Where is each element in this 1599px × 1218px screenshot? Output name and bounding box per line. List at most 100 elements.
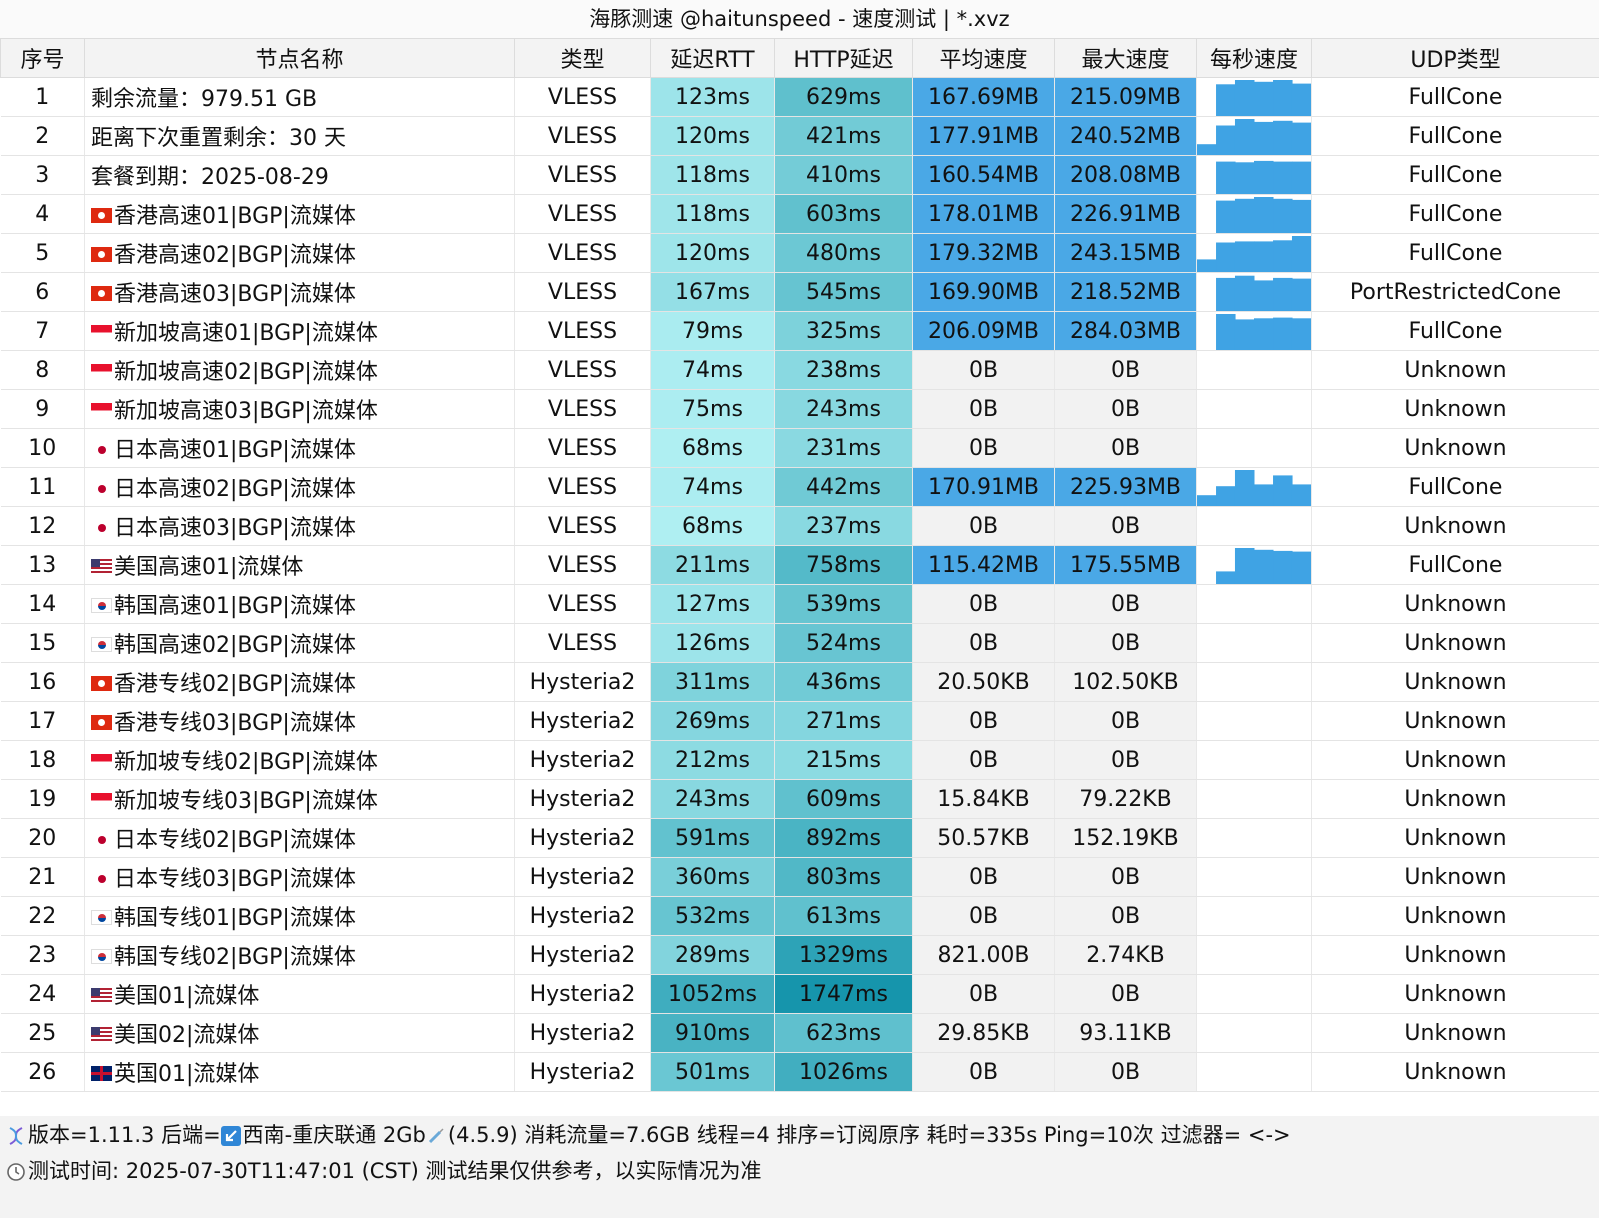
cell-spark (1196, 389, 1312, 429)
table-row[interactable]: 13 美国高速01|流媒体 VLESS 211ms 758ms 115.42MB 175.5… (0, 545, 1599, 585)
table-row[interactable]: 16 香港专线02|BGP|流媒体 Hysteria2 311ms 436ms 20.50… (0, 662, 1599, 702)
cell-rtt: 910ms (650, 1013, 775, 1053)
cell-udp: FullCone (1311, 194, 1599, 234)
spark-bar (1254, 280, 1274, 311)
spark-bar (1254, 121, 1274, 155)
table-row[interactable]: 7 新加坡高速01|BGP|流媒体 VLESS 79ms 325ms 206.09MB 28… (0, 311, 1599, 351)
cell-node-name: 美国01|流媒体 (84, 974, 515, 1014)
cell-http: 524ms (774, 623, 913, 663)
table-row[interactable]: 6 香港高速03|BGP|流媒体 VLESS 167ms 545ms 169.90MB 21… (0, 272, 1599, 312)
table-row[interactable]: 25 美国02|流媒体 Hysteria2 910ms 623ms 29.85KB 93.1… (0, 1013, 1599, 1053)
speed-sparkline (1216, 80, 1311, 116)
cell-node-name: 香港专线02|BGP|流媒体 (84, 662, 515, 702)
table-row[interactable]: 10 日本高速01|BGP|流媒体 VLESS 68ms 231ms 0B 0B Unknow… (0, 428, 1599, 468)
cell-spark (1196, 1013, 1312, 1053)
node-name-text: 日本专线02|BGP|流媒体 (114, 828, 356, 853)
speed-sparkline (1216, 314, 1311, 350)
table-row[interactable]: 11 日本高速02|BGP|流媒体 VLESS 74ms 442ms 170.91MB 22… (0, 467, 1599, 507)
cell-index: 13 (0, 545, 85, 585)
table-row[interactable]: 26 英国01|流媒体 Hysteria2 501ms 1026ms 0B 0B Unknow… (0, 1052, 1599, 1092)
cell-node-name: 香港高速02|BGP|流媒体 (84, 233, 515, 273)
table-row[interactable]: 22 韩国专线01|BGP|流媒体 Hysteria2 532ms 613ms 0B 0B U… (0, 896, 1599, 936)
table-row[interactable]: 9 新加坡高速03|BGP|流媒体 VLESS 75ms 243ms 0B 0B Unknow… (0, 389, 1599, 429)
table-row[interactable]: 19 新加坡专线03|BGP|流媒体 Hysteria2 243ms 609ms 15.8… (0, 779, 1599, 819)
node-name-text: 距离下次重置剩余：30 天 (91, 126, 346, 151)
table-row[interactable]: 12 日本高速03|BGP|流媒体 VLESS 68ms 237ms 0B 0B Unknow… (0, 506, 1599, 546)
flag-us-icon (91, 558, 112, 574)
table-row[interactable]: 15 韩国高速02|BGP|流媒体 VLESS 126ms 524ms 0B 0B Unkno… (0, 623, 1599, 663)
cell-index: 22 (0, 896, 85, 936)
spark-bar (1291, 122, 1311, 155)
node-name-text: 韩国专线01|BGP|流媒体 (114, 906, 356, 931)
cell-udp: FullCone (1311, 233, 1599, 273)
node-name-text: 韩国专线02|BGP|流媒体 (114, 945, 356, 970)
col-header-max-speed[interactable]: 最大速度 (1054, 38, 1197, 78)
clock-icon (7, 1163, 25, 1181)
col-header-udp[interactable]: UDP类型 (1311, 38, 1599, 78)
cell-type: VLESS (514, 116, 651, 156)
table-row[interactable]: 8 新加坡高速02|BGP|流媒体 VLESS 74ms 238ms 0B 0B Unknow… (0, 350, 1599, 390)
cell-udp: Unknown (1311, 350, 1599, 390)
cell-node-name: 美国高速01|流媒体 (84, 545, 515, 585)
cell-rtt: 243ms (650, 779, 775, 819)
cell-rtt: 212ms (650, 740, 775, 780)
cell-index: 18 (0, 740, 85, 780)
cell-avg-speed: 15.84KB (912, 779, 1055, 819)
col-header-rtt[interactable]: 延迟RTT (650, 38, 775, 78)
cell-max-speed: 0B (1054, 623, 1197, 663)
cell-type: VLESS (514, 272, 651, 312)
spark-bar (1291, 83, 1311, 116)
table-row[interactable]: 18 新加坡专线02|BGP|流媒体 Hysteria2 212ms 215ms 0B 0B… (0, 740, 1599, 780)
cell-http: 215ms (774, 740, 913, 780)
spark-bar (1291, 484, 1311, 506)
cell-index: 3 (0, 155, 85, 195)
cell-http: 325ms (774, 311, 913, 351)
cell-type: VLESS (514, 233, 651, 273)
cell-type: VLESS (514, 545, 651, 585)
cell-udp: Unknown (1311, 428, 1599, 468)
flag-jp-icon (91, 870, 112, 886)
col-header-per-second[interactable]: 每秒速度 (1196, 38, 1312, 78)
speed-sparkline (1197, 236, 1311, 272)
col-header-avg-speed[interactable]: 平均速度 (912, 38, 1055, 78)
spark-bar (1234, 275, 1255, 311)
table-row[interactable]: 21 日本专线03|BGP|流媒体 Hysteria2 360ms 803ms 0B 0B U… (0, 857, 1599, 897)
node-name-text: 日本高速01|BGP|流媒体 (114, 438, 356, 463)
cell-index: 2 (0, 116, 85, 156)
table-row[interactable]: 1 剩余流量：979.51 GB VLESS 123ms 629ms 167.69MB 21… (0, 77, 1599, 117)
cell-max-speed: 218.52MB (1054, 272, 1197, 312)
table-row[interactable]: 14 韩国高速01|BGP|流媒体 VLESS 127ms 539ms 0B 0B Unkno… (0, 584, 1599, 624)
spark-bar (1216, 84, 1236, 116)
table-row[interactable]: 20 日本专线02|BGP|流媒体 Hysteria2 591ms 892ms 50.57… (0, 818, 1599, 858)
col-header-http[interactable]: HTTP延迟 (774, 38, 913, 78)
cell-spark (1196, 155, 1312, 195)
cell-udp: Unknown (1311, 1052, 1599, 1092)
spark-bar (1273, 550, 1293, 584)
status-stats-text: (4.5.9) 消耗流量=7.6GB 线程=4 排序=订阅原序 耗时=335s … (447, 1123, 1291, 1147)
cell-max-speed: 152.19KB (1054, 818, 1197, 858)
cell-http: 545ms (774, 272, 913, 312)
cell-node-name: 剩余流量：979.51 GB (84, 77, 515, 117)
cell-avg-speed: 0B (912, 584, 1055, 624)
table-row[interactable]: 5 香港高速02|BGP|流媒体 VLESS 120ms 480ms 179.32MB 24… (0, 233, 1599, 273)
cell-rtt: 68ms (650, 428, 775, 468)
col-header-name[interactable]: 节点名称 (84, 38, 515, 78)
cell-http: 1329ms (774, 935, 913, 975)
table-row[interactable]: 23 韩国专线02|BGP|流媒体 Hysteria2 289ms 1329ms 821.… (0, 935, 1599, 975)
cell-avg-speed: 0B (912, 740, 1055, 780)
cell-spark (1196, 116, 1312, 156)
col-header-type[interactable]: 类型 (514, 38, 651, 78)
cell-node-name: 套餐到期：2025-08-29 (84, 155, 515, 195)
table-row[interactable]: 3 套餐到期：2025-08-29 VLESS 118ms 410ms 160.54MB 2… (0, 155, 1599, 195)
table-row[interactable]: 4 香港高速01|BGP|流媒体 VLESS 118ms 603ms 178.01MB 22… (0, 194, 1599, 234)
status-backend-text: 西南-重庆联通 2Gb (242, 1123, 426, 1147)
table-row[interactable]: 2 距离下次重置剩余：30 天 VLESS 120ms 421ms 177.91MB 240… (0, 116, 1599, 156)
table-row[interactable]: 17 香港专线03|BGP|流媒体 Hysteria2 269ms 271ms 0B 0B U… (0, 701, 1599, 741)
spark-bar (1197, 259, 1217, 272)
cell-index: 11 (0, 467, 85, 507)
table-row[interactable]: 24 美国01|流媒体 Hysteria2 1052ms 1747ms 0B 0B Unkno… (0, 974, 1599, 1014)
cell-http: 623ms (774, 1013, 913, 1053)
cell-index: 15 (0, 623, 85, 663)
col-header-index[interactable]: 序号 (0, 38, 85, 78)
node-name-text: 日本专线03|BGP|流媒体 (114, 867, 356, 892)
